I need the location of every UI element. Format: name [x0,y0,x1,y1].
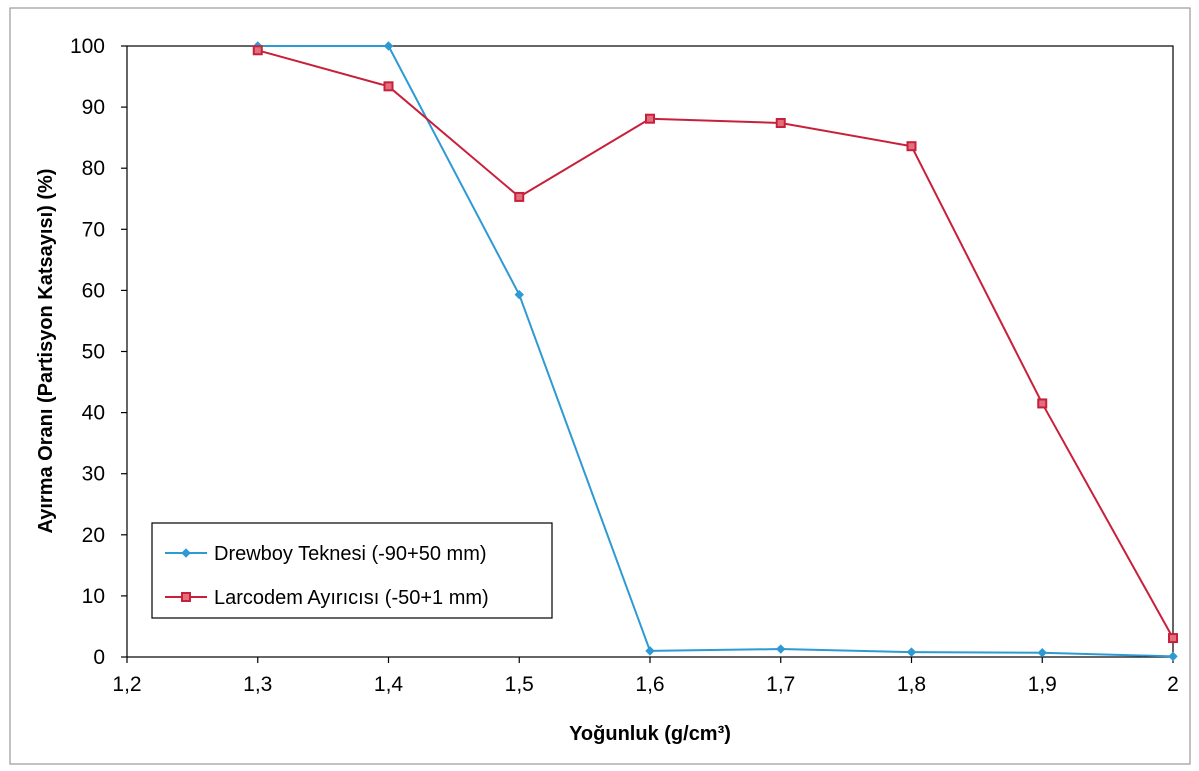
legend-entry-larcodem: Larcodem Ayırıcısı (-50+1 mm) [165,587,489,609]
data-point-marker [383,81,394,92]
legend-entry-drewboy: Drewboy Teknesi (-90+50 mm) [165,543,487,565]
data-point-marker [645,646,655,656]
y-tick-label: 10 [82,585,105,608]
data-point-marker [252,45,263,56]
y-tick-label: 90 [82,96,105,119]
data-point-marker [514,191,525,202]
y-axis-title: Ayırma Oranı (Partisyon Katsayısı) (%) [35,169,57,534]
y-tick-label: 70 [82,218,105,241]
x-tick-label: 1,2 [112,673,141,696]
y-tick-label: 80 [82,157,105,180]
data-point-marker [1168,633,1178,644]
series-0 [253,41,1178,662]
data-point-marker [906,647,917,657]
x-axis-title: Yoğunluk (g/cm³) [569,723,731,745]
legend-box [151,522,553,619]
x-tick-label: 1,4 [374,673,404,696]
y-tick-label: 50 [82,341,105,364]
data-point-marker [1168,651,1178,662]
x-tick-label: 1,3 [243,673,272,696]
y-tick-label: 0 [93,646,105,669]
chart-frame [9,7,1191,765]
series-line-0 [257,45,1174,658]
x-tick-label: 2 [1167,673,1179,696]
y-tick-label: 30 [82,463,105,486]
legend: Drewboy Teknesi (-90+50 mm) Larcodem Ayı… [151,522,553,619]
data-point-marker [906,141,917,152]
legend-label-drewboy: Drewboy Teknesi (-90+50 mm) [214,543,487,565]
legend-label-larcodem: Larcodem Ayırıcısı (-50+1 mm) [214,587,489,609]
series-layer [252,41,1178,662]
data-point-marker [775,117,786,128]
data-point-marker [645,113,655,124]
x-axis: 1,2 1,3 1,4 1,5 1,6 1,7 1,8 1,9 2 [112,657,1179,696]
legend-marker-drewboy [181,548,191,558]
x-tick-label: 1,5 [505,673,534,696]
y-axis: 0 10 20 30 40 50 60 70 80 90 100 [70,35,127,669]
data-point-marker [1037,648,1047,658]
data-point-marker [383,41,394,51]
series-line-1 [257,49,1174,639]
data-point-marker [1037,398,1048,409]
y-tick-label: 20 [82,524,105,547]
data-point-marker [776,644,786,654]
series-1 [252,45,1178,644]
x-tick-label: 1,7 [766,673,795,696]
x-tick-label: 1,9 [1028,673,1057,696]
y-tick-label: 60 [82,279,105,302]
legend-marker-larcodem [181,592,191,602]
y-tick-label: 40 [82,402,105,425]
x-tick-label: 1,8 [897,673,926,696]
y-tick-label: 100 [70,35,105,58]
x-tick-label: 1,6 [635,673,664,696]
data-point-marker [514,289,524,300]
